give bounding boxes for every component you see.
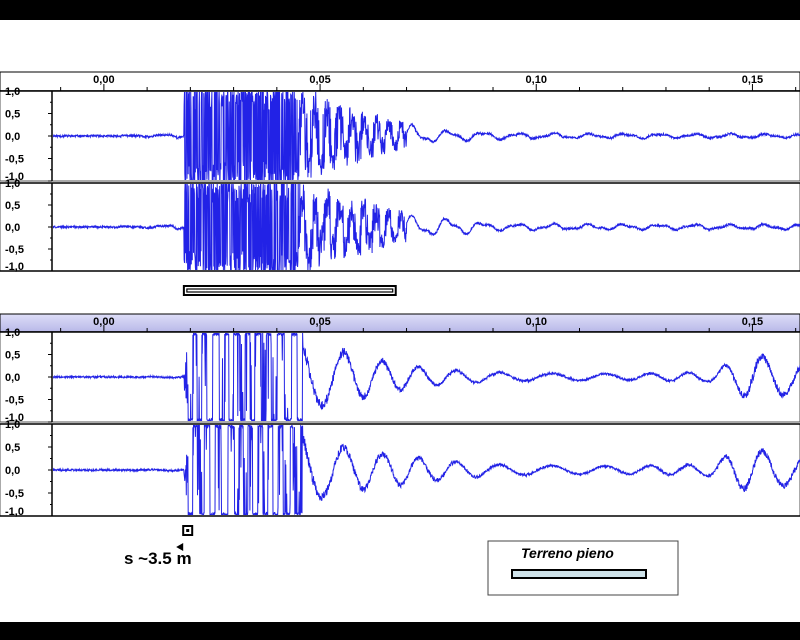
waveform-series — [53, 333, 800, 421]
waveform-series — [53, 92, 800, 180]
bottom-black-band — [0, 622, 800, 640]
x-tick-label: 0,15 — [742, 74, 763, 86]
y-tick-label: 0,5 — [5, 350, 20, 362]
y-tick-label: 0,0 — [5, 372, 20, 384]
x-tick-label: 0,10 — [526, 316, 547, 328]
y-tick-label: -0,5 — [5, 395, 24, 407]
y-tick-label: 1,0 — [5, 86, 20, 98]
time-ruler-1: 0,00 0,05 0,10 0,15 — [0, 71, 800, 92]
arrow-left-icon — [176, 543, 184, 551]
waveform-series — [53, 184, 800, 270]
y-tick-label: -0,5 — [5, 154, 24, 166]
y-tick-label: 0,0 — [5, 222, 20, 234]
top-black-band — [0, 0, 800, 20]
distance-annotation: s ~3.5 m — [124, 549, 192, 568]
waveform-series — [53, 425, 800, 515]
marker-square-inner — [186, 529, 190, 532]
legend: Terreno pieno — [487, 540, 679, 596]
y-tick-label: -1,0 — [5, 412, 24, 424]
time-ruler-2: 0,00 0,05 0,10 0,15 — [0, 313, 800, 333]
y-tick-label: 1,0 — [5, 419, 20, 431]
waveform-panel-1: 1,00,50,0-0,5-1,01,00,50,0-0,5-1,0 — [0, 86, 800, 273]
y-tick-label: 1,0 — [5, 178, 20, 190]
x-tick-label: 0,00 — [93, 74, 114, 86]
x-tick-label: 0,15 — [742, 316, 763, 328]
y-tick-label: 0,0 — [5, 465, 20, 477]
y-tick-label: -1,0 — [5, 171, 24, 183]
y-tick-label: -1,0 — [5, 506, 24, 518]
legend-swatch — [511, 569, 647, 579]
y-tick-label: 0,0 — [5, 131, 20, 143]
x-tick-label: 0,00 — [93, 316, 114, 328]
x-tick-label: 0,05 — [309, 316, 330, 328]
x-tick-label: 0,05 — [309, 74, 330, 86]
marker-bar-inner — [186, 288, 394, 293]
y-tick-label: -1,0 — [5, 261, 24, 273]
y-tick-label: 1,0 — [5, 327, 20, 339]
y-tick-label: 0,5 — [5, 109, 20, 121]
legend-label: Terreno pieno — [521, 545, 614, 561]
y-tick-label: -0,5 — [5, 244, 24, 256]
y-tick-label: 0,5 — [5, 442, 20, 454]
y-tick-label: -0,5 — [5, 488, 24, 500]
x-tick-label: 0,10 — [526, 74, 547, 86]
ruler-background — [0, 313, 800, 333]
ruler-background — [0, 71, 800, 92]
marker-bar — [182, 285, 397, 296]
legend-box — [487, 540, 679, 596]
waveform-panel-2: 1,00,50,0-0,5-1,01,00,50,0-0,5-1,0 — [0, 327, 800, 518]
y-tick-label: 0,5 — [5, 200, 20, 212]
